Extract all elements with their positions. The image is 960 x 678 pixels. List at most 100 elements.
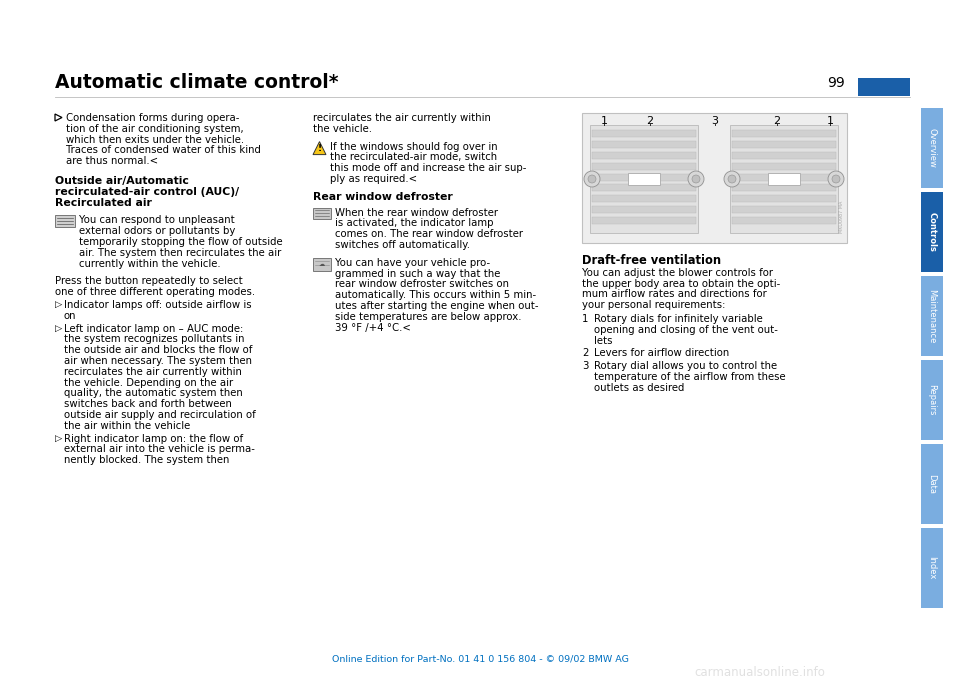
Text: temporarily stopping the flow of outside: temporarily stopping the flow of outside: [79, 237, 282, 247]
Text: nently blocked. The system then: nently blocked. The system then: [64, 455, 229, 465]
Text: 1: 1: [601, 116, 608, 126]
Bar: [592, 163, 696, 170]
Text: ▷: ▷: [55, 434, 62, 443]
Text: the system recognizes pollutants in: the system recognizes pollutants in: [64, 334, 245, 344]
Bar: [768, 173, 800, 185]
Text: opening and closing of the vent out-: opening and closing of the vent out-: [594, 325, 778, 335]
Bar: [592, 152, 696, 159]
Bar: [732, 152, 836, 159]
Text: Outside air/Automatic: Outside air/Automatic: [55, 176, 189, 186]
Text: external air into the vehicle is perma-: external air into the vehicle is perma-: [64, 444, 254, 454]
Text: You can have your vehicle pro-: You can have your vehicle pro-: [335, 258, 491, 268]
Circle shape: [588, 175, 596, 183]
Text: air. The system then recirculates the air: air. The system then recirculates the ai…: [79, 247, 281, 258]
Text: Indicator lamps off: outside airflow is: Indicator lamps off: outside airflow is: [64, 300, 252, 310]
Text: ☁: ☁: [319, 262, 325, 267]
Text: Repairs: Repairs: [927, 384, 937, 416]
Text: 3: 3: [582, 361, 588, 371]
Text: carmanualsonline.info: carmanualsonline.info: [695, 666, 826, 678]
Bar: [921, 276, 943, 356]
Text: 2: 2: [582, 348, 588, 359]
Text: air when necessary. The system then: air when necessary. The system then: [64, 356, 252, 366]
Bar: [592, 195, 696, 202]
Bar: [732, 217, 836, 224]
Text: Maintenance: Maintenance: [927, 289, 937, 343]
Text: the recirculated-air mode, switch: the recirculated-air mode, switch: [330, 153, 497, 163]
Text: recirculated-air control (AUC)/: recirculated-air control (AUC)/: [55, 187, 239, 197]
Text: You can adjust the blower controls for: You can adjust the blower controls for: [582, 268, 773, 278]
Text: Automatic climate control*: Automatic climate control*: [55, 73, 339, 92]
Bar: [921, 444, 943, 524]
Text: automatically. This occurs within 5 min-: automatically. This occurs within 5 min-: [335, 290, 536, 300]
Bar: [921, 108, 943, 188]
Text: Rotary dial allows you to control the: Rotary dial allows you to control the: [594, 361, 778, 371]
Text: one of three different operating modes.: one of three different operating modes.: [55, 287, 255, 297]
Text: Online Edition for Part-No. 01 41 0 156 804 - © 09/02 BMW AG: Online Edition for Part-No. 01 41 0 156 …: [331, 655, 629, 664]
Text: Data: Data: [927, 474, 937, 494]
Bar: [732, 130, 836, 137]
Text: ▷: ▷: [55, 323, 62, 333]
Text: Levers for airflow direction: Levers for airflow direction: [594, 348, 730, 359]
Bar: [732, 184, 836, 191]
Text: Recirculated air: Recirculated air: [55, 197, 152, 207]
Circle shape: [828, 171, 844, 187]
Text: Left indicator lamp on – AUC mode:: Left indicator lamp on – AUC mode:: [64, 323, 243, 334]
Bar: [592, 184, 696, 191]
Text: Draft-free ventilation: Draft-free ventilation: [582, 254, 721, 267]
Text: utes after starting the engine when out-: utes after starting the engine when out-: [335, 301, 539, 311]
Bar: [313, 258, 331, 271]
Text: quality, the automatic system then: quality, the automatic system then: [64, 388, 243, 399]
Text: When the rear window defroster: When the rear window defroster: [335, 207, 498, 218]
Text: Traces of condensed water of this kind: Traces of condensed water of this kind: [66, 145, 261, 155]
Circle shape: [832, 175, 840, 183]
Text: 3: 3: [711, 116, 718, 126]
Bar: [582, 113, 847, 243]
Text: the upper body area to obtain the opti-: the upper body area to obtain the opti-: [582, 279, 780, 289]
Bar: [592, 141, 696, 148]
Text: side temperatures are below approx.: side temperatures are below approx.: [335, 312, 521, 322]
Text: Overview: Overview: [927, 128, 937, 168]
Circle shape: [688, 171, 704, 187]
Text: which then exits under the vehicle.: which then exits under the vehicle.: [66, 135, 244, 144]
Text: Press the button repeatedly to select: Press the button repeatedly to select: [55, 277, 243, 286]
Text: switches back and forth between: switches back and forth between: [64, 399, 232, 410]
Bar: [732, 174, 836, 180]
Text: the outside air and blocks the flow of: the outside air and blocks the flow of: [64, 345, 252, 355]
Circle shape: [584, 171, 600, 187]
Bar: [592, 217, 696, 224]
Text: the vehicle.: the vehicle.: [313, 124, 372, 134]
Circle shape: [724, 171, 740, 187]
Bar: [732, 163, 836, 170]
Text: 99: 99: [828, 76, 845, 90]
Text: switches off automatically.: switches off automatically.: [335, 240, 470, 250]
Text: If the windows should fog over in: If the windows should fog over in: [330, 142, 497, 152]
Text: 2: 2: [774, 116, 780, 126]
Text: 1: 1: [827, 116, 833, 126]
Text: comes on. The rear window defroster: comes on. The rear window defroster: [335, 229, 523, 239]
Text: grammed in such a way that the: grammed in such a way that the: [335, 268, 500, 279]
Bar: [858, 78, 910, 96]
Text: your personal requirements:: your personal requirements:: [582, 300, 726, 311]
Text: recirculates the air currently within: recirculates the air currently within: [313, 113, 491, 123]
Text: the vehicle. Depending on the air: the vehicle. Depending on the air: [64, 378, 233, 388]
Bar: [592, 130, 696, 137]
Text: 2: 2: [646, 116, 654, 126]
Text: outside air supply and recirculation of: outside air supply and recirculation of: [64, 410, 255, 420]
Text: You can respond to unpleasant: You can respond to unpleasant: [79, 216, 235, 225]
Text: recirculates the air currently within: recirculates the air currently within: [64, 367, 242, 377]
Text: !: !: [318, 144, 322, 153]
Text: rear window defroster switches on: rear window defroster switches on: [335, 279, 509, 290]
Text: ply as required.<: ply as required.<: [330, 174, 418, 184]
Bar: [732, 141, 836, 148]
Bar: [921, 360, 943, 440]
Bar: [590, 125, 698, 233]
Bar: [921, 528, 943, 608]
Bar: [313, 207, 331, 218]
Text: 39 °F /+4 °C.<: 39 °F /+4 °C.<: [335, 323, 411, 333]
Text: on: on: [64, 311, 77, 321]
Bar: [730, 125, 838, 233]
Text: are thus normal.<: are thus normal.<: [66, 156, 158, 166]
Bar: [732, 195, 836, 202]
Text: Right indicator lamp on: the flow of: Right indicator lamp on: the flow of: [64, 434, 243, 443]
Text: currently within the vehicle.: currently within the vehicle.: [79, 258, 221, 268]
